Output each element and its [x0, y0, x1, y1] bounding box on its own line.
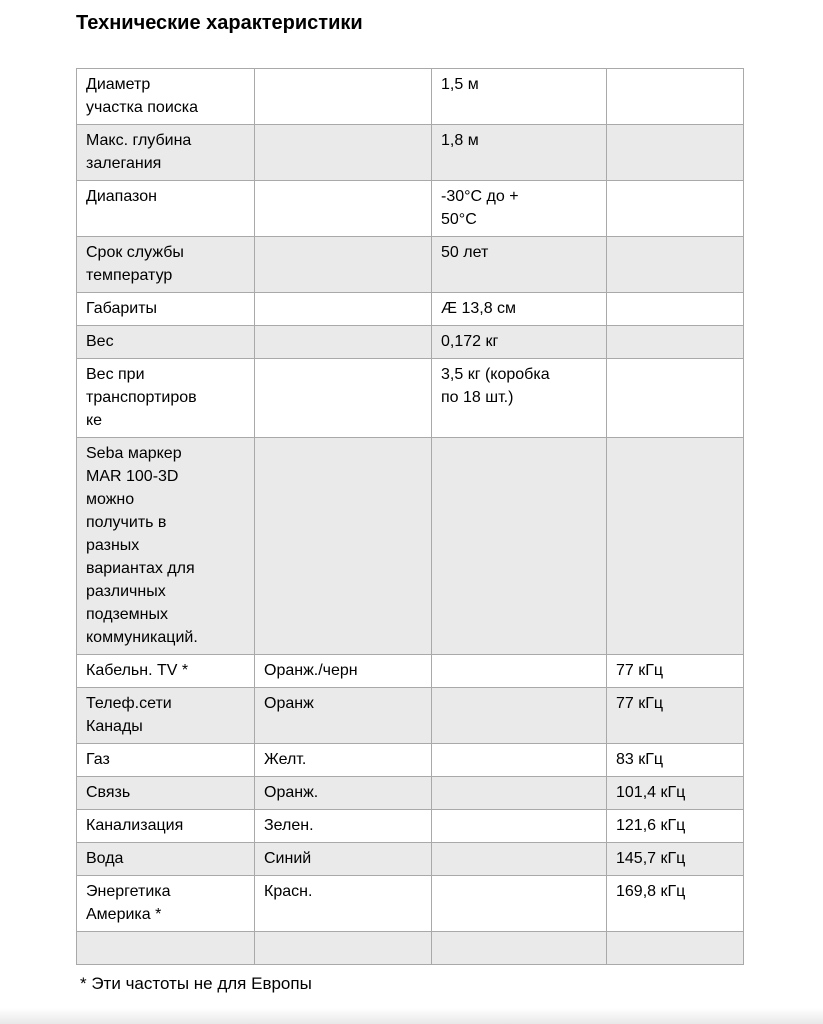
table-cell: [431, 743, 607, 777]
table-cell: [606, 437, 744, 655]
table-cell: Зелен.: [254, 809, 432, 843]
table-cell: 50 лет: [431, 236, 607, 293]
table-cell: [254, 68, 432, 125]
table-cell: Вес при транспортиров ке: [76, 358, 255, 438]
table-row: [76, 931, 744, 965]
table-cell: Оранж./черн: [254, 654, 432, 688]
bottom-fade-decoration: [0, 1008, 823, 1024]
table-cell: [431, 809, 607, 843]
table-cell: [606, 931, 744, 965]
table-cell: Оранж.: [254, 776, 432, 810]
table-cell: 169,8 кГц: [606, 875, 744, 932]
page-title: Технические характеристики: [76, 12, 363, 34]
table-cell: [254, 124, 432, 181]
table-cell: Вес: [76, 325, 255, 359]
table-cell: [254, 358, 432, 438]
table-cell: [431, 654, 607, 688]
table-cell: [606, 325, 744, 359]
table-cell: [431, 875, 607, 932]
table-cell: Красн.: [254, 875, 432, 932]
table-row: Телеф.сети Канады Оранж 77 кГц: [76, 687, 744, 744]
table-cell: [431, 776, 607, 810]
table-row: Вес при транспортиров ке 3,5 кг (коробка …: [76, 358, 744, 438]
table-cell: 1,5 м: [431, 68, 607, 125]
page: Технические характеристики Диаметр участ…: [76, 12, 744, 993]
table-cell: [431, 842, 607, 876]
table-row: Диапазон -30°C до + 50°C: [76, 180, 744, 237]
table-cell: Диаметр участка поиска: [76, 68, 255, 125]
table-cell: [606, 292, 744, 326]
table-cell: [606, 358, 744, 438]
table-cell: [254, 180, 432, 237]
table-row: Вода Синий 145,7 кГц: [76, 842, 744, 876]
table-cell: [606, 236, 744, 293]
table-cell: [254, 931, 432, 965]
table-cell: [254, 437, 432, 655]
table-cell: -30°C до + 50°C: [431, 180, 607, 237]
table-row: Макс. глубина залегания 1,8 м: [76, 124, 744, 181]
table-cell: 121,6 кГц: [606, 809, 744, 843]
table-row: Канализация Зелен. 121,6 кГц: [76, 809, 744, 843]
table-cell: [606, 180, 744, 237]
specs-table-body: Диаметр участка поиска 1,5 м Макс. глубина…: [76, 68, 744, 965]
table-cell: 101,4 кГц: [606, 776, 744, 810]
table-cell: [254, 292, 432, 326]
table-row: Seba маркер MAR 100-3D можно получить в …: [76, 437, 744, 655]
table-cell: Оранж: [254, 687, 432, 744]
table-cell: Канализация: [76, 809, 255, 843]
table-cell: Æ 13,8 см: [431, 292, 607, 326]
table-cell: Вода: [76, 842, 255, 876]
table-cell: 77 кГц: [606, 687, 744, 744]
table-row: Газ Желт. 83 кГц: [76, 743, 744, 777]
specs-table: Диаметр участка поиска 1,5 м Макс. глубина…: [76, 68, 744, 965]
table-row: Габариты Æ 13,8 см: [76, 292, 744, 326]
table-cell: [254, 236, 432, 293]
table-cell: 1,8 м: [431, 124, 607, 181]
table-row: Энергетика Америка * Красн. 169,8 кГц: [76, 875, 744, 932]
table-cell: Диапазон: [76, 180, 255, 237]
table-cell: Кабельн. TV *: [76, 654, 255, 688]
table-cell: [254, 325, 432, 359]
table-row: Диаметр участка поиска 1,5 м: [76, 68, 744, 125]
table-cell: Энергетика Америка *: [76, 875, 255, 932]
table-cell: Макс. глубина залегания: [76, 124, 255, 181]
table-cell: 145,7 кГц: [606, 842, 744, 876]
table-cell: Синий: [254, 842, 432, 876]
table-cell: Seba маркер MAR 100-3D можно получить в …: [76, 437, 255, 655]
table-cell: Связь: [76, 776, 255, 810]
table-cell: Газ: [76, 743, 255, 777]
table-row: Связь Оранж. 101,4 кГц: [76, 776, 744, 810]
table-cell: [431, 931, 607, 965]
table-row: Вес 0,172 кг: [76, 325, 744, 359]
footnote: * Эти частоты не для Европы: [80, 974, 312, 993]
table-row: Срок службы температур 50 лет: [76, 236, 744, 293]
table-cell: 77 кГц: [606, 654, 744, 688]
table-cell: Габариты: [76, 292, 255, 326]
table-row: Кабельн. TV * Оранж./черн 77 кГц: [76, 654, 744, 688]
table-cell: 83 кГц: [606, 743, 744, 777]
table-cell: 3,5 кг (коробка по 18 шт.): [431, 358, 607, 438]
table-cell: Телеф.сети Канады: [76, 687, 255, 744]
table-cell: [606, 68, 744, 125]
table-cell: Срок службы температур: [76, 236, 255, 293]
table-cell: Желт.: [254, 743, 432, 777]
table-cell: [431, 687, 607, 744]
table-cell: [431, 437, 607, 655]
table-cell: 0,172 кг: [431, 325, 607, 359]
table-cell: [76, 931, 255, 965]
table-cell: [606, 124, 744, 181]
